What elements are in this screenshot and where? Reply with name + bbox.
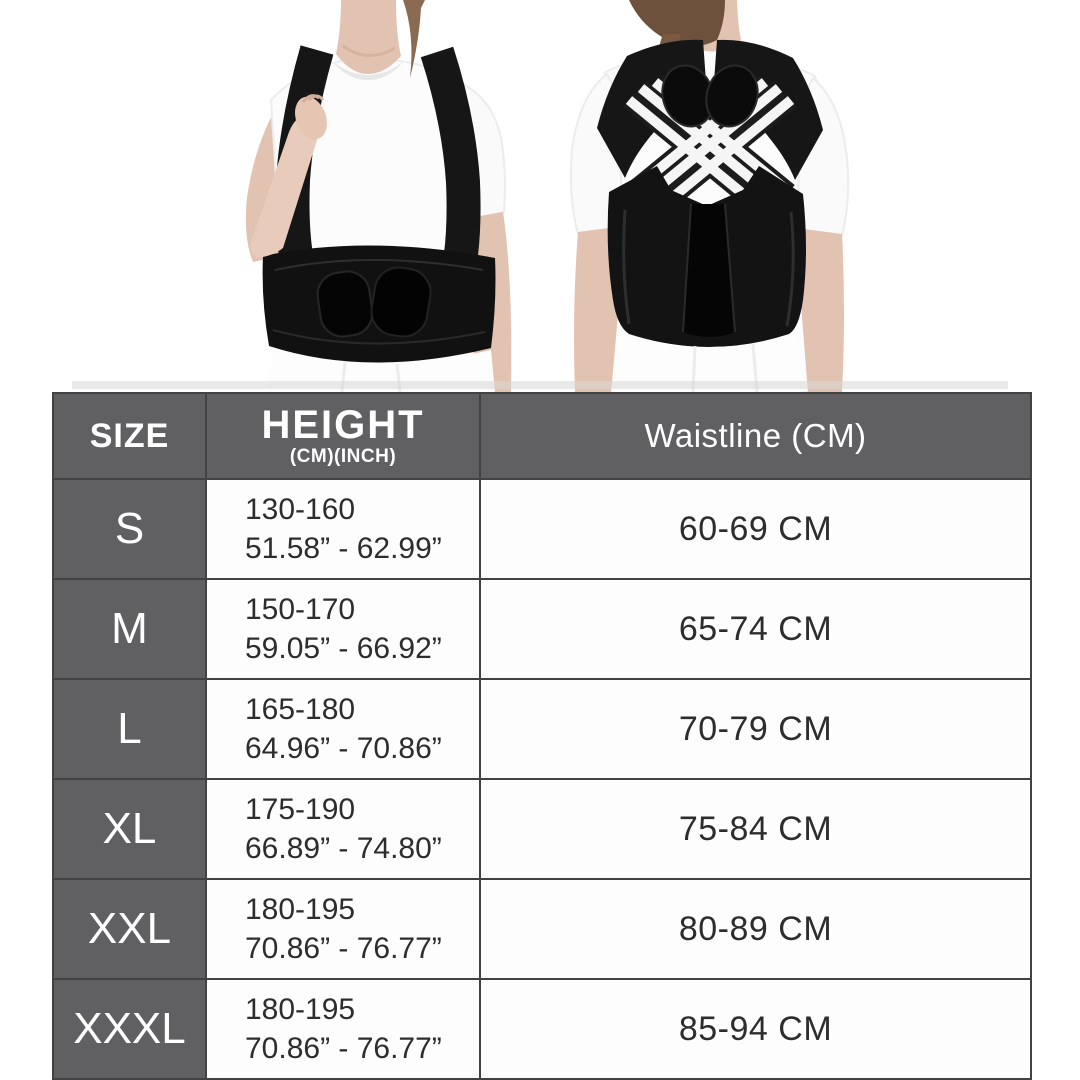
height-header-label: HEIGHT xyxy=(261,402,425,447)
photo-bottom-edge xyxy=(72,381,1008,389)
height-inch: 59.05” - 66.92” xyxy=(245,632,442,665)
height-inch: 64.96” - 70.86” xyxy=(245,732,442,765)
size-header-label: SIZE xyxy=(89,416,170,455)
product-photos xyxy=(0,0,1080,392)
hand xyxy=(295,96,327,140)
height-cell: 130-160 51.58” - 62.99” xyxy=(205,478,481,580)
waist-cell: 65-74 CM xyxy=(479,578,1032,680)
velcro-tab-left xyxy=(316,270,374,338)
table-row-xxxl: XXXL 180-195 70.86” - 76.77” 85-94 CM xyxy=(52,978,1032,1080)
size-cell: XXL xyxy=(52,878,207,980)
size-cell: M xyxy=(52,578,207,680)
height-header-units: (CM)(INCH) xyxy=(289,445,397,467)
height-inch: 70.86” - 76.77” xyxy=(245,1032,442,1065)
height-inch: 70.86” - 76.77” xyxy=(245,932,442,965)
velcro-tab-right xyxy=(370,266,432,338)
size-cell: L xyxy=(52,678,207,780)
height-cm: 130-160 xyxy=(245,493,356,526)
height-cell: 165-180 64.96” - 70.86” xyxy=(205,678,481,780)
back-support-panel xyxy=(607,166,806,347)
size-cell: XXXL xyxy=(52,978,207,1080)
header-row: SIZE HEIGHT (CM)(INCH) Waistline (CM) xyxy=(52,392,1032,480)
strap-pad-right xyxy=(705,64,759,128)
front-waist-band xyxy=(262,245,496,363)
height-cell: 180-195 70.86” - 76.77” xyxy=(205,878,481,980)
table-row-xxl: XXL 180-195 70.86” - 76.77” 80-89 CM xyxy=(52,878,1032,980)
height-cm: 180-195 xyxy=(245,893,356,926)
height-cm: 150-170 xyxy=(245,593,356,626)
hair-strand xyxy=(403,0,425,78)
column-header-height: HEIGHT (CM)(INCH) xyxy=(205,392,481,480)
height-cm: 165-180 xyxy=(245,693,356,726)
table-row-l: L 165-180 64.96” - 70.86” 70-79 CM xyxy=(52,678,1032,780)
waist-cell: 75-84 CM xyxy=(479,778,1032,880)
height-cell: 180-195 70.86” - 76.77” xyxy=(205,978,481,1080)
table-row-xl: XL 175-190 66.89” - 74.80” 75-84 CM xyxy=(52,778,1032,880)
waist-cell: 70-79 CM xyxy=(479,678,1032,780)
product-photo-back-view xyxy=(569,0,850,392)
size-cell: XL xyxy=(52,778,207,880)
waist-cell: 80-89 CM xyxy=(479,878,1032,980)
height-cm: 180-195 xyxy=(245,993,356,1026)
height-cm: 175-190 xyxy=(245,793,356,826)
table-row-s: S 130-160 51.58” - 62.99” 60-69 CM xyxy=(52,478,1032,580)
column-header-size: SIZE xyxy=(52,392,207,480)
product-photo-front-view xyxy=(245,0,512,392)
height-inch: 51.58” - 62.99” xyxy=(245,532,442,565)
waist-cell: 85-94 CM xyxy=(479,978,1032,1080)
height-cell: 175-190 66.89” - 74.80” xyxy=(205,778,481,880)
table-row-m: M 150-170 59.05” - 66.92” 65-74 CM xyxy=(52,578,1032,680)
column-header-waistline: Waistline (CM) xyxy=(479,392,1032,480)
height-inch: 66.89” - 74.80” xyxy=(245,832,442,865)
height-cell: 150-170 59.05” - 66.92” xyxy=(205,578,481,680)
size-chart-table: SIZE HEIGHT (CM)(INCH) Waistline (CM) S … xyxy=(52,392,1032,1080)
size-cell: S xyxy=(52,478,207,580)
waist-cell: 60-69 CM xyxy=(479,478,1032,580)
